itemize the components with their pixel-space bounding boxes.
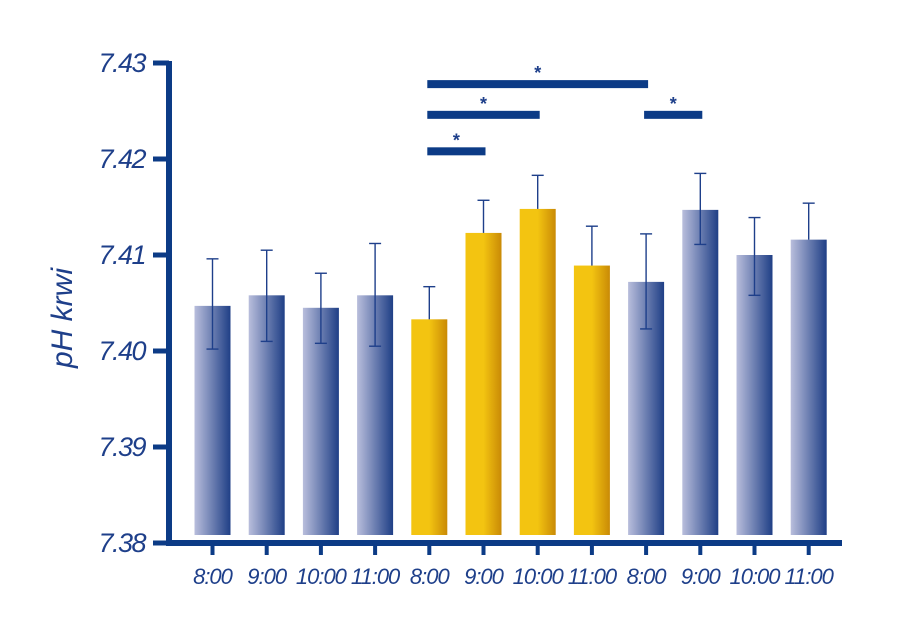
y-tick-label: 7.40 (98, 336, 146, 366)
bar (682, 209, 719, 535)
x-tick-label: 9:00 (247, 564, 288, 589)
x-tick-label: 11:00 (784, 564, 834, 589)
significance-star: * (670, 94, 677, 114)
bar (790, 239, 827, 535)
y-tick-label: 7.39 (98, 432, 146, 462)
x-tick-label: 8:00 (193, 564, 234, 589)
bar (519, 208, 556, 536)
x-tick-label: 9:00 (464, 564, 505, 589)
significance-bar (427, 147, 486, 156)
y-tick-label: 7.41 (98, 240, 145, 270)
y-tick-label: 7.38 (98, 528, 146, 558)
x-tick-label: 10:00 (296, 564, 348, 589)
y-tick-label: 7.42 (98, 144, 146, 174)
x-tick-label: 11:00 (351, 564, 401, 589)
significance-star: * (453, 130, 460, 150)
bar (465, 232, 502, 536)
plot-area: 7.387.397.407.417.427.438:00 9:00 10:00 11:… (98, 48, 842, 589)
significance-bar (427, 110, 540, 119)
significance-bar (644, 110, 703, 119)
significance-star: * (534, 63, 541, 83)
x-tick-label: 9:00 (681, 564, 722, 589)
x-tick-label: 11:00 (568, 564, 618, 589)
bar (411, 319, 448, 535)
x-tick-label: 8:00 (627, 564, 668, 589)
bar (736, 255, 773, 535)
significance-bar (427, 80, 649, 89)
y-tick-label: 7.43 (98, 48, 146, 78)
bar (573, 265, 610, 535)
x-tick-label: 10:00 (513, 564, 565, 589)
x-tick-label: 8:00 (410, 564, 451, 589)
bar (302, 307, 339, 535)
x-tick-label: 10:00 (729, 564, 781, 589)
significance-star: * (480, 94, 487, 114)
y-axis-label: pH krwi (46, 267, 79, 369)
